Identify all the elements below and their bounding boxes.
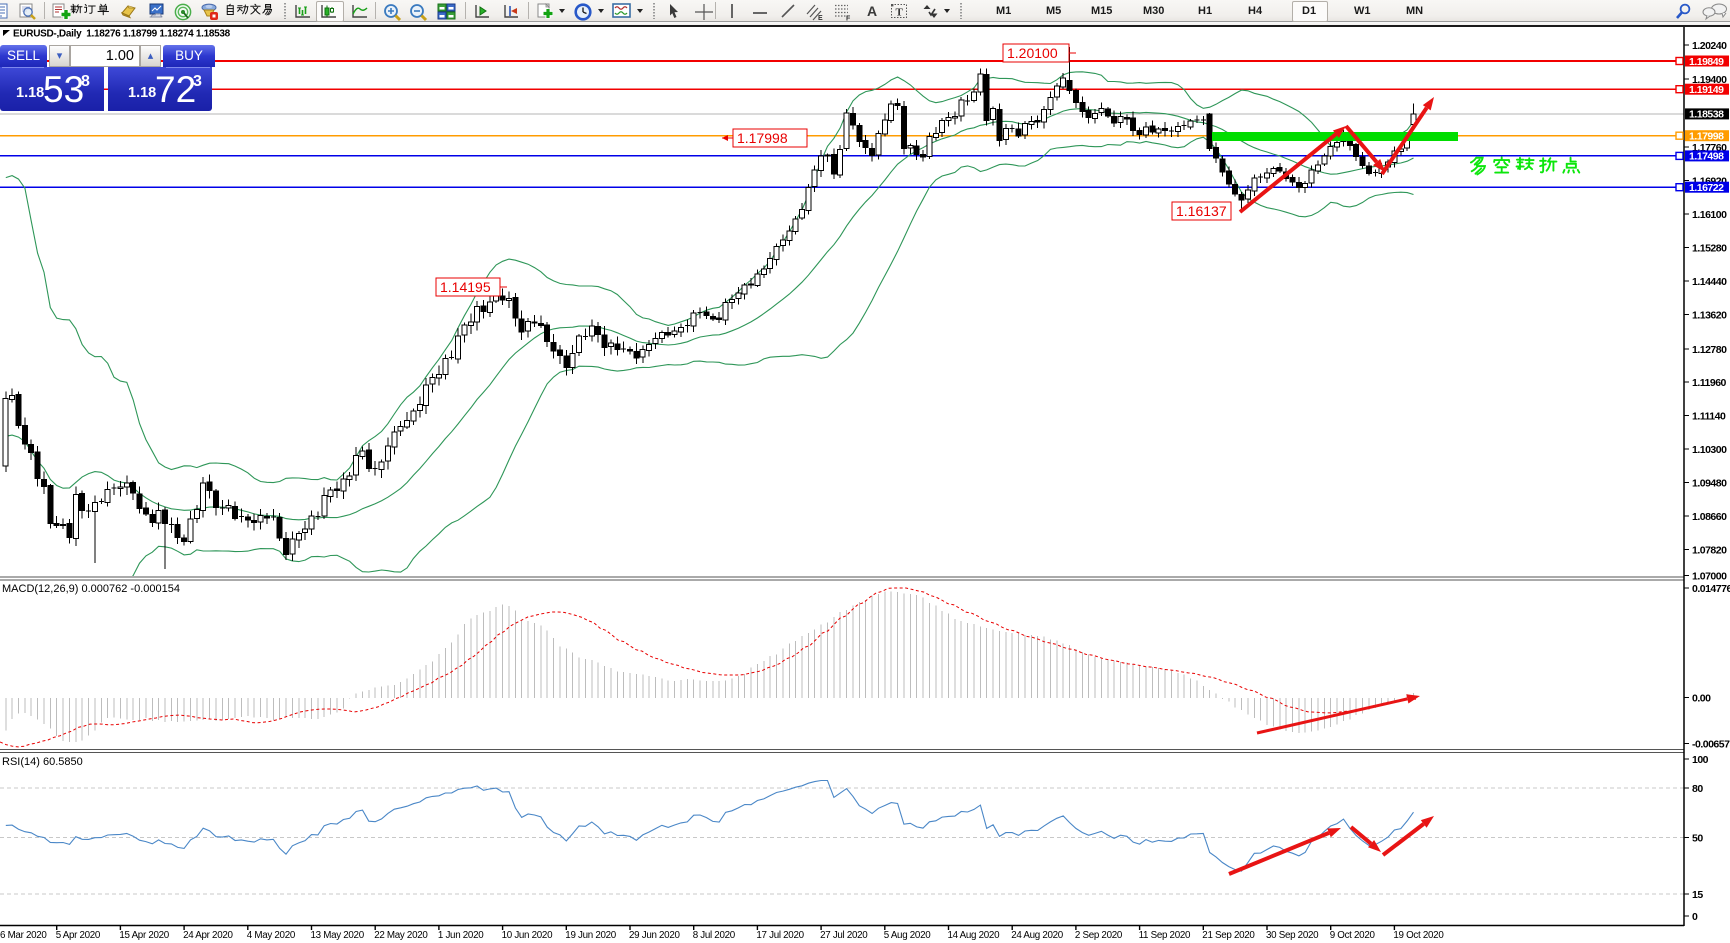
svg-text:80: 80 <box>1692 783 1703 795</box>
svg-text:1.13620: 1.13620 <box>1692 309 1727 321</box>
svg-text:1.12780: 1.12780 <box>1692 344 1727 356</box>
svg-text:1.15280: 1.15280 <box>1692 242 1727 254</box>
svg-text:1.14195: 1.14195 <box>440 279 491 295</box>
svg-text:11 Sep 2020: 11 Sep 2020 <box>1139 930 1191 941</box>
svg-text:MACD(12,26,9) 0.000762 -0.0001: MACD(12,26,9) 0.000762 -0.000154 <box>2 583 180 595</box>
svg-text:1.19400: 1.19400 <box>1692 74 1727 86</box>
svg-text:1.14440: 1.14440 <box>1692 276 1727 288</box>
svg-text:1.16137: 1.16137 <box>1176 203 1227 219</box>
svg-text:5 Aug 2020: 5 Aug 2020 <box>884 930 931 941</box>
svg-text:17 Jul 2020: 17 Jul 2020 <box>756 930 804 941</box>
svg-text:24 Apr 2020: 24 Apr 2020 <box>183 930 233 941</box>
svg-text:EURUSD-,Daily 1.18276 1.18799: EURUSD-,Daily 1.18276 1.18799 1.18274 1.… <box>13 29 231 40</box>
svg-text:15 Apr 2020: 15 Apr 2020 <box>119 930 169 941</box>
svg-text:24 Aug 2020: 24 Aug 2020 <box>1011 930 1064 941</box>
svg-text:T: T <box>896 7 904 19</box>
svg-text:1.17498: 1.17498 <box>1689 151 1724 163</box>
svg-text:1.17998: 1.17998 <box>737 130 788 146</box>
svg-text:RSI(14) 60.5850: RSI(14) 60.5850 <box>2 756 83 768</box>
svg-text:8 Jul 2020: 8 Jul 2020 <box>693 930 736 941</box>
svg-text:1.19149: 1.19149 <box>1689 84 1724 96</box>
svg-text:1 Jun 2020: 1 Jun 2020 <box>438 930 484 941</box>
svg-text:1.09480: 1.09480 <box>1692 477 1727 489</box>
svg-text:29 Jun 2020: 29 Jun 2020 <box>629 930 680 941</box>
svg-text:6 Mar 2020: 6 Mar 2020 <box>0 930 47 941</box>
svg-text:1.10300: 1.10300 <box>1692 444 1727 456</box>
svg-text:1.08660: 1.08660 <box>1692 511 1727 523</box>
svg-text:1.07820: 1.07820 <box>1692 544 1727 556</box>
svg-text:1.07000: 1.07000 <box>1692 570 1727 582</box>
svg-text:19 Oct 2020: 19 Oct 2020 <box>1393 930 1444 941</box>
svg-text:0.00: 0.00 <box>1692 692 1711 704</box>
svg-text:19 Jun 2020: 19 Jun 2020 <box>565 930 616 941</box>
svg-text:27 Jul 2020: 27 Jul 2020 <box>820 930 868 941</box>
svg-text:21 Sep 2020: 21 Sep 2020 <box>1202 930 1255 941</box>
svg-text:5 Apr 2020: 5 Apr 2020 <box>56 930 101 941</box>
svg-text:1.11960: 1.11960 <box>1692 377 1727 389</box>
svg-text:0: 0 <box>1692 911 1698 923</box>
svg-text:10 Jun 2020: 10 Jun 2020 <box>502 930 553 941</box>
svg-text:1.18538: 1.18538 <box>1689 109 1724 121</box>
svg-text:1.16722: 1.16722 <box>1689 182 1724 194</box>
svg-text:30 Sep 2020: 30 Sep 2020 <box>1266 930 1319 941</box>
svg-text:50: 50 <box>1692 832 1703 844</box>
svg-text:1.19849: 1.19849 <box>1689 56 1724 68</box>
svg-text:13 May 2020: 13 May 2020 <box>311 930 365 941</box>
svg-text:1.16100: 1.16100 <box>1692 209 1727 221</box>
svg-text:100: 100 <box>1692 754 1709 766</box>
svg-text:1.20240: 1.20240 <box>1692 40 1727 52</box>
svg-text:2 Sep 2020: 2 Sep 2020 <box>1075 930 1123 941</box>
svg-text:1.17998: 1.17998 <box>1689 131 1724 143</box>
svg-text:F: F <box>846 16 851 23</box>
svg-text:14 Aug 2020: 14 Aug 2020 <box>948 930 1001 941</box>
svg-text:1.11140: 1.11140 <box>1692 410 1726 422</box>
svg-text:0.014776: 0.014776 <box>1692 583 1730 595</box>
svg-text:4 May 2020: 4 May 2020 <box>247 930 296 941</box>
svg-text:-0.006575: -0.006575 <box>1692 738 1730 750</box>
svg-text:15: 15 <box>1692 889 1703 901</box>
svg-text:1.20100: 1.20100 <box>1007 45 1058 61</box>
svg-text:22 May 2020: 22 May 2020 <box>374 930 428 941</box>
svg-text:E: E <box>818 15 823 22</box>
svg-text:9 Oct 2020: 9 Oct 2020 <box>1330 930 1376 941</box>
